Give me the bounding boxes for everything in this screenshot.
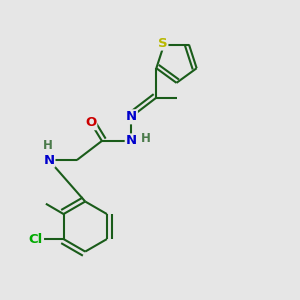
Text: N: N [126,110,137,123]
Text: S: S [158,37,167,50]
Text: N: N [126,134,137,147]
Text: H: H [140,131,150,145]
Text: Cl: Cl [29,232,43,246]
Text: N: N [43,154,54,166]
Text: H: H [43,140,53,152]
Text: O: O [85,116,96,129]
